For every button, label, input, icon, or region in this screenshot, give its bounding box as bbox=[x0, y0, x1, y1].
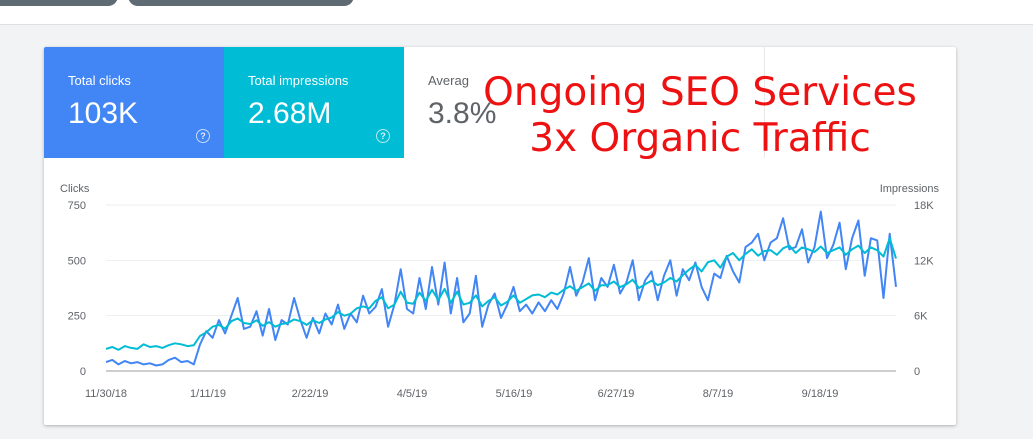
total-impressions-label: Total impressions bbox=[248, 73, 349, 88]
x-tick-label: 11/30/18 bbox=[85, 388, 127, 400]
toolbar-button-left[interactable] bbox=[0, 0, 118, 6]
total-clicks-value: 103K bbox=[68, 97, 139, 130]
left-tick-label: 750 bbox=[68, 200, 86, 212]
average-ctr-value: 3.8% bbox=[428, 97, 497, 130]
impressions-series-line[interactable] bbox=[105, 237, 897, 351]
performance-chart: Clicks Impressions 0 0 250 6K 500 12K 750 18K 11… bbox=[60, 183, 940, 400]
right-tick-label: 0 bbox=[914, 366, 920, 378]
right-tick-label: 6K bbox=[914, 311, 928, 323]
average-ctr-tile[interactable]: Averag 3.8% bbox=[404, 47, 585, 158]
right-tick-label: 18K bbox=[914, 200, 934, 212]
top-toolbar bbox=[0, 0, 1033, 25]
left-tick-label: 250 bbox=[68, 311, 86, 323]
help-circle-icon[interactable]: ? bbox=[376, 129, 390, 143]
x-tick-label: 9/18/19 bbox=[802, 388, 839, 400]
performance-card: Total clicks 103K ? Total impressions 2.… bbox=[44, 47, 956, 425]
right-axis-label: Impressions bbox=[880, 183, 940, 195]
total-clicks-tile[interactable]: Total clicks 103K ? bbox=[44, 47, 224, 158]
x-tick-label: 5/16/19 bbox=[496, 388, 533, 400]
average-position-tile[interactable] bbox=[584, 47, 765, 158]
x-tick-label: 2/22/19 bbox=[292, 388, 329, 400]
total-impressions-tile[interactable]: Total impressions 2.68M ? bbox=[224, 47, 404, 158]
average-ctr-label: Averag bbox=[428, 73, 469, 88]
toolbar-button-right[interactable] bbox=[128, 0, 354, 6]
left-tick-label: 0 bbox=[80, 366, 86, 378]
right-tick-label: 12K bbox=[914, 255, 934, 267]
left-tick-label: 500 bbox=[68, 255, 86, 267]
help-circle-icon[interactable]: ? bbox=[196, 129, 210, 143]
total-impressions-value: 2.68M bbox=[248, 97, 332, 130]
x-tick-label: 8/7/19 bbox=[703, 388, 734, 400]
left-axis-label: Clicks bbox=[60, 183, 90, 195]
x-tick-label: 6/27/19 bbox=[598, 388, 635, 400]
x-tick-label: 1/11/19 bbox=[190, 388, 226, 400]
total-clicks-label: Total clicks bbox=[68, 73, 131, 88]
clicks-series-line[interactable] bbox=[105, 210, 897, 367]
x-tick-label: 4/5/19 bbox=[397, 388, 428, 400]
